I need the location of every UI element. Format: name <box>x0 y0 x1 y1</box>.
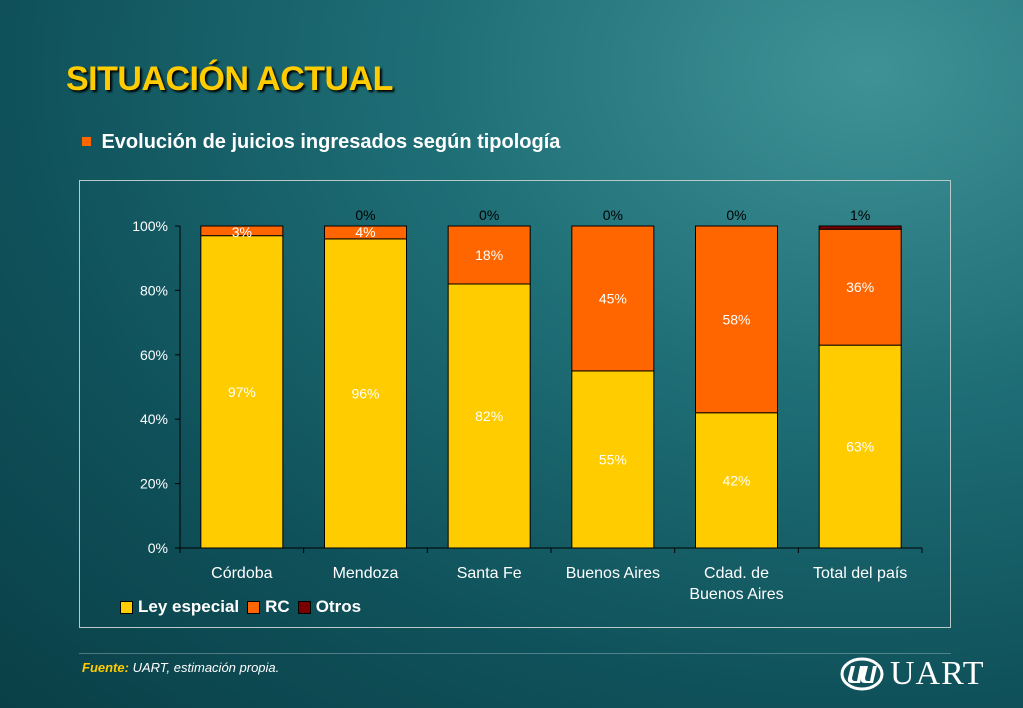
legend-label-rc: RC <box>265 597 290 616</box>
x-tick-label: Córdoba <box>211 565 272 582</box>
y-tick-label: 0% <box>148 540 168 556</box>
y-tick-label: 100% <box>132 218 168 234</box>
data-label: 63% <box>846 439 874 455</box>
y-tick-label: 60% <box>140 347 168 363</box>
data-label: 0% <box>479 207 499 223</box>
y-tick-label: 40% <box>140 411 168 427</box>
legend-item-otros: Otros <box>297 597 362 617</box>
data-label: 96% <box>351 385 379 401</box>
legend-label-ley-especial: Ley especial <box>138 597 240 616</box>
bar-rc <box>818 228 902 346</box>
x-tick-label: Buenos Aires <box>566 565 660 582</box>
data-label: 82% <box>475 408 503 424</box>
source-label: Fuente: <box>82 660 129 675</box>
footer-divider <box>79 653 951 654</box>
data-label: 0% <box>603 207 623 223</box>
uart-emblem-icon <box>840 656 884 692</box>
subtitle-row: Evolución de juicios ingresados según ti… <box>82 131 560 154</box>
bar-rc <box>571 225 655 372</box>
y-tick-label: 80% <box>140 282 168 298</box>
bar-ley-especial <box>200 235 284 549</box>
x-tick-label: Santa Fe <box>457 565 522 582</box>
data-label: 45% <box>599 290 627 306</box>
bar-rc <box>447 225 531 285</box>
data-label: 4% <box>355 224 375 240</box>
y-tick-label: 20% <box>140 476 168 492</box>
data-label: 36% <box>846 279 874 295</box>
legend-item-rc: RC <box>247 597 290 617</box>
data-label: 55% <box>599 451 627 467</box>
x-tick-label: Mendoza <box>333 565 399 582</box>
x-tick-label: Cdad. de <box>704 565 769 582</box>
chart-subtitle: Evolución de juicios ingresados según ti… <box>101 131 561 153</box>
data-label: 1% <box>850 207 870 223</box>
bar-rc <box>324 225 407 240</box>
uart-logo: UART <box>840 655 985 693</box>
legend-swatch-ley-especial <box>120 600 133 614</box>
data-label: 3% <box>232 224 252 240</box>
bar-ley-especial <box>818 344 902 549</box>
source-note: Fuente: UART, estimación propia. <box>82 660 279 675</box>
data-label: 0% <box>726 207 746 223</box>
logo-wordmark: UART <box>890 655 985 692</box>
source-text: UART, estimación propia. <box>132 660 280 675</box>
data-label: 42% <box>722 472 750 488</box>
data-label: 18% <box>475 247 503 263</box>
bar-ley-especial <box>695 412 778 549</box>
data-label: 97% <box>228 384 256 400</box>
legend-label-otros: Otros <box>315 597 362 616</box>
x-tick-label: Total del país <box>813 565 907 582</box>
chart-frame <box>79 180 951 628</box>
bar-otros <box>818 225 902 230</box>
bullet-square-icon <box>82 137 91 146</box>
legend-item-ley-especial: Ley especial <box>120 597 239 617</box>
bar-rc <box>200 225 284 237</box>
slide-title: SITUACIÓN ACTUAL <box>66 60 393 98</box>
data-label: 0% <box>355 207 375 223</box>
legend-swatch-otros <box>297 600 311 614</box>
bar-ley-especial <box>571 370 655 549</box>
legend-swatch-rc <box>247 600 261 614</box>
x-tick-label: Buenos Aires <box>689 586 783 603</box>
data-label: 58% <box>722 311 750 327</box>
bar-ley-especial <box>324 238 407 549</box>
chart-legend: Ley especial RC Otros <box>120 597 369 617</box>
bar-rc <box>695 225 778 414</box>
